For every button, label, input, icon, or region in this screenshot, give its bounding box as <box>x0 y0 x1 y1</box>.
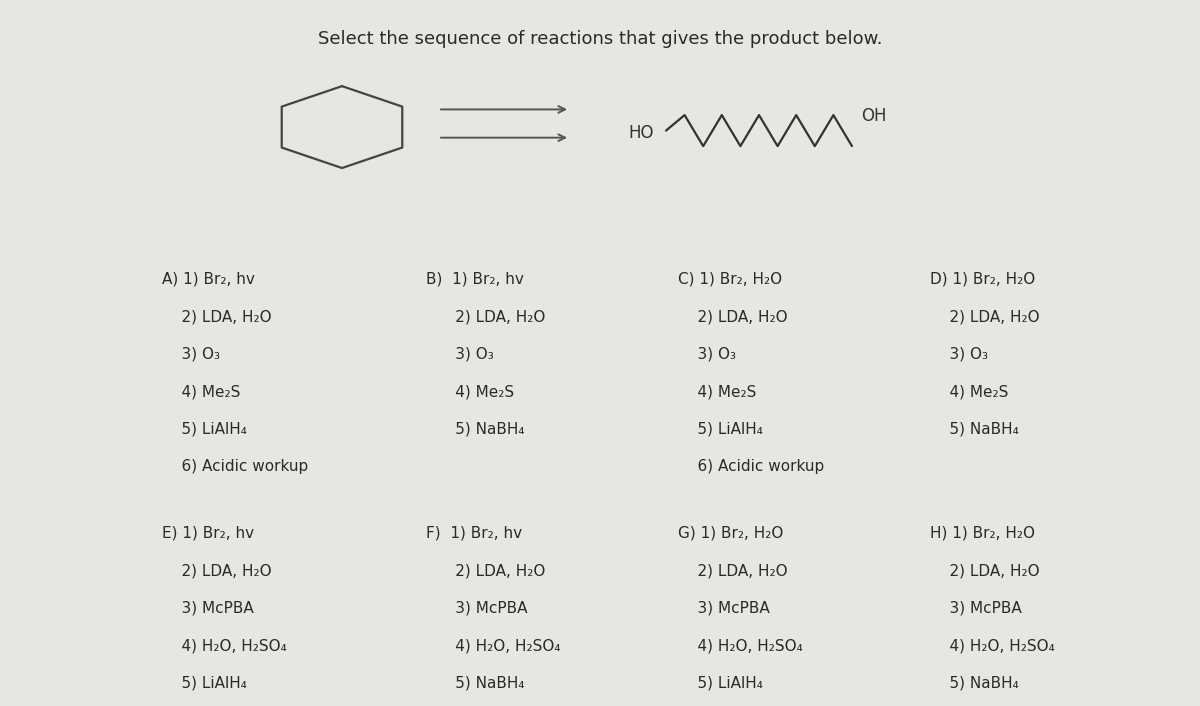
Text: 4) H₂O, H₂SO₄: 4) H₂O, H₂SO₄ <box>426 638 560 653</box>
Text: OH: OH <box>862 107 887 125</box>
Text: 3) O₃: 3) O₃ <box>426 347 493 361</box>
Text: 5) NaBH₄: 5) NaBH₄ <box>426 676 524 690</box>
Text: 3) McPBA: 3) McPBA <box>162 601 253 616</box>
Text: 6) Acidic workup: 6) Acidic workup <box>678 459 824 474</box>
Text: 2) LDA, H₂O: 2) LDA, H₂O <box>162 309 271 324</box>
Text: H) 1) Br₂, H₂O: H) 1) Br₂, H₂O <box>930 526 1034 541</box>
Text: 5) NaBH₄: 5) NaBH₄ <box>930 421 1019 436</box>
Text: 2) LDA, H₂O: 2) LDA, H₂O <box>426 309 545 324</box>
Text: 2) LDA, H₂O: 2) LDA, H₂O <box>678 309 787 324</box>
Text: 2) LDA, H₂O: 2) LDA, H₂O <box>162 563 271 578</box>
Text: Select the sequence of reactions that gives the product below.: Select the sequence of reactions that gi… <box>318 30 882 48</box>
Text: 4) Me₂S: 4) Me₂S <box>162 384 240 399</box>
Text: 3) McPBA: 3) McPBA <box>678 601 769 616</box>
Text: 2) LDA, H₂O: 2) LDA, H₂O <box>426 563 545 578</box>
Text: 6) Acidic workup: 6) Acidic workup <box>162 459 308 474</box>
Text: A) 1) Br₂, hv: A) 1) Br₂, hv <box>162 272 254 287</box>
Text: 4) H₂O, H₂SO₄: 4) H₂O, H₂SO₄ <box>930 638 1055 653</box>
Text: 5) LiAlH₄: 5) LiAlH₄ <box>162 421 247 436</box>
Text: B)  1) Br₂, hv: B) 1) Br₂, hv <box>426 272 524 287</box>
Text: 4) H₂O, H₂SO₄: 4) H₂O, H₂SO₄ <box>678 638 803 653</box>
Text: 3) O₃: 3) O₃ <box>930 347 988 361</box>
Text: 5) LiAlH₄: 5) LiAlH₄ <box>162 676 247 690</box>
Text: 3) O₃: 3) O₃ <box>162 347 220 361</box>
Text: G) 1) Br₂, H₂O: G) 1) Br₂, H₂O <box>678 526 784 541</box>
Text: D) 1) Br₂, H₂O: D) 1) Br₂, H₂O <box>930 272 1036 287</box>
Text: C) 1) Br₂, H₂O: C) 1) Br₂, H₂O <box>678 272 782 287</box>
Text: F)  1) Br₂, hv: F) 1) Br₂, hv <box>426 526 522 541</box>
Text: 4) Me₂S: 4) Me₂S <box>426 384 514 399</box>
Text: 2) LDA, H₂O: 2) LDA, H₂O <box>930 563 1039 578</box>
Text: 4) Me₂S: 4) Me₂S <box>678 384 756 399</box>
Text: 3) McPBA: 3) McPBA <box>426 601 528 616</box>
Text: 4) Me₂S: 4) Me₂S <box>930 384 1008 399</box>
Text: 5) LiAlH₄: 5) LiAlH₄ <box>678 421 763 436</box>
Text: 5) NaBH₄: 5) NaBH₄ <box>426 421 524 436</box>
Text: 5) LiAlH₄: 5) LiAlH₄ <box>678 676 763 690</box>
Text: 5) NaBH₄: 5) NaBH₄ <box>930 676 1019 690</box>
Text: 2) LDA, H₂O: 2) LDA, H₂O <box>930 309 1039 324</box>
Text: 3) McPBA: 3) McPBA <box>930 601 1021 616</box>
Text: E) 1) Br₂, hv: E) 1) Br₂, hv <box>162 526 254 541</box>
Text: 3) O₃: 3) O₃ <box>678 347 736 361</box>
Text: 2) LDA, H₂O: 2) LDA, H₂O <box>678 563 787 578</box>
Text: HO: HO <box>629 124 654 142</box>
Text: 4) H₂O, H₂SO₄: 4) H₂O, H₂SO₄ <box>162 638 287 653</box>
